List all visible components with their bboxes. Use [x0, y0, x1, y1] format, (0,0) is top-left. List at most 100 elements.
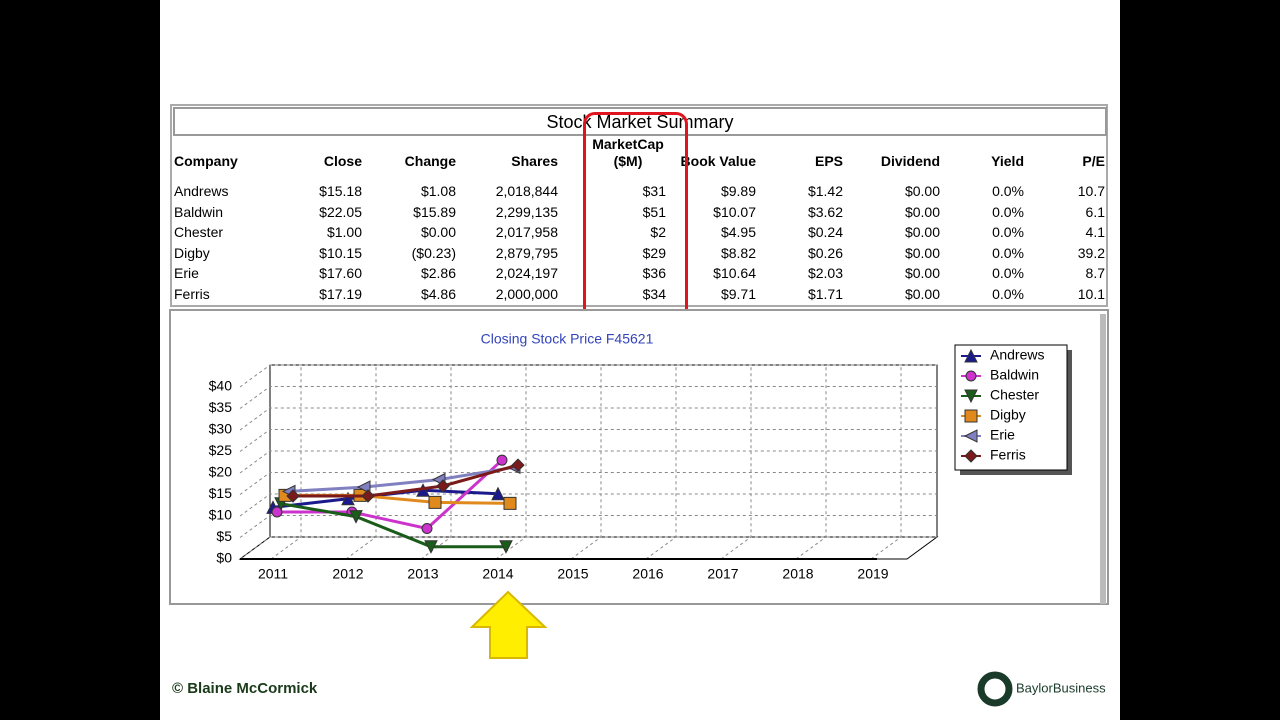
marker	[496, 454, 508, 466]
table-cell: $1.08	[420, 183, 456, 199]
table-cell: $10.64	[713, 265, 756, 282]
grid-line	[645, 365, 677, 560]
plot-floor	[238, 536, 939, 560]
marker	[428, 495, 442, 509]
legend-label: Ferris	[990, 447, 1026, 463]
table-cell: ($0.23)	[411, 244, 456, 261]
table-cell: $34	[642, 286, 666, 302]
table-cell: $15.18	[319, 183, 362, 199]
x-tick-label: 2011	[258, 566, 288, 582]
table-cell: 8.7	[1085, 265, 1105, 282]
grid-line	[239, 386, 937, 409]
table-cell: 2,000,000	[495, 286, 558, 302]
table-cell: $2.86	[420, 265, 456, 282]
plot-back	[269, 364, 938, 538]
table-cell: 2,879,795	[495, 244, 558, 261]
x-tick-label: 2013	[407, 566, 438, 582]
grid-line	[720, 365, 752, 560]
legend-marker	[964, 348, 978, 363]
table-cell: $0.24	[807, 224, 843, 241]
table-cell: $22.05	[319, 203, 362, 220]
table-cell: $29	[642, 244, 666, 261]
table-cell: 2,024,197	[495, 265, 558, 282]
legend-marker	[964, 409, 978, 423]
column-header: EPS	[814, 153, 843, 169]
legend	[954, 344, 1068, 471]
table-cell: $31	[642, 183, 666, 199]
table-cell: $9.71	[720, 286, 756, 302]
x-tick-label: 2015	[557, 566, 588, 582]
marker	[491, 486, 505, 501]
table-cell: $2	[650, 224, 666, 241]
x-tick-label: 2014	[482, 566, 513, 582]
table-cell: $8.82	[720, 244, 756, 261]
table-cell: $51	[642, 203, 666, 220]
chart-title: Closing Stock Price F45621	[481, 331, 654, 347]
marker	[349, 510, 363, 524]
series-line	[277, 459, 504, 531]
grid-line	[239, 450, 937, 474]
marker	[499, 540, 513, 554]
y-tick-label: $40	[209, 378, 233, 394]
table-cell: $1.42	[807, 183, 843, 199]
grid-line	[239, 429, 937, 452]
marker	[271, 506, 283, 518]
frame-shadow	[1100, 314, 1106, 604]
logo-text: BaylorBusiness	[1016, 680, 1106, 695]
marker	[503, 496, 517, 510]
table-cell: $0.00	[420, 224, 456, 241]
table-cell: Ferris	[174, 286, 210, 302]
grid-line	[570, 365, 602, 560]
y-tick-label: $25	[209, 442, 233, 458]
legend-marker	[964, 389, 978, 404]
marker	[361, 489, 375, 503]
table-cell: Chester	[174, 224, 224, 241]
y-tick-label: $5	[216, 528, 232, 544]
y-tick-label: $30	[209, 421, 233, 437]
legend-label: Baldwin	[990, 367, 1039, 383]
marker	[511, 458, 525, 472]
x-tick-label: 2017	[707, 566, 738, 582]
marker	[286, 489, 300, 503]
column-header: Yield	[991, 153, 1024, 169]
grid-line	[870, 365, 902, 560]
table-cell: $9.89	[720, 183, 756, 199]
credit: © Blaine McCormick	[172, 680, 318, 697]
column-header: Dividend	[880, 153, 940, 169]
y-tick-label: $10	[209, 507, 233, 523]
table-cell: $0.00	[904, 203, 940, 220]
x-tick-label: 2016	[632, 566, 663, 582]
y-tick-label: $20	[209, 464, 233, 480]
arrow-icon	[469, 590, 548, 659]
legend-label: Andrews	[990, 347, 1044, 363]
grid-line	[239, 472, 937, 495]
column-header: Close	[323, 153, 362, 169]
table-cell: 0.0%	[992, 265, 1024, 282]
table-cell: $0.00	[904, 183, 940, 199]
grid-line	[239, 493, 937, 517]
marker	[421, 523, 433, 535]
table-cell: $0.00	[904, 224, 940, 241]
table-cell: 0.0%	[992, 244, 1024, 261]
table-cell: 39.2	[1077, 244, 1105, 261]
grid-line	[270, 365, 302, 560]
table-cell: $3.62	[807, 203, 843, 220]
table-cell: 0.0%	[992, 286, 1024, 302]
x-tick-label: 2012	[332, 566, 363, 582]
grid-line	[239, 407, 937, 431]
series-line	[280, 502, 506, 549]
column-header: Company	[174, 153, 238, 169]
column-header: Change	[404, 153, 456, 169]
table-cell: $10.15	[319, 244, 362, 261]
table-cell: $17.60	[319, 265, 362, 282]
y-tick-label: $15	[209, 485, 233, 501]
grid-line	[239, 536, 937, 560]
table-cell: 6.1	[1085, 203, 1105, 220]
table-cell: 0.0%	[992, 183, 1024, 199]
series-line	[293, 463, 519, 498]
legend-label: Chester	[990, 387, 1039, 403]
table-cell: Baldwin	[174, 203, 224, 220]
table-cell: $4.86	[420, 286, 456, 302]
table-cell: $2.03	[807, 265, 843, 282]
grid-line	[239, 364, 937, 388]
